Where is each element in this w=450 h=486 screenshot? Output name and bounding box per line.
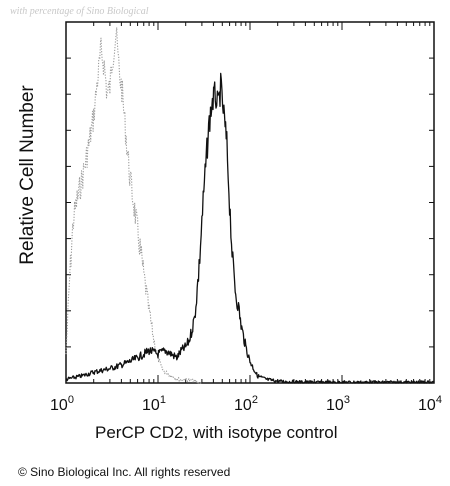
percp-cd2-histogram — [65, 72, 435, 384]
isotype-control-histogram — [65, 26, 203, 384]
watermark-text: with percentage of Sino Biological — [10, 6, 149, 17]
plot-frame — [65, 21, 435, 384]
x-tick-label: 101 — [142, 394, 166, 414]
copyright-text: © Sino Biological Inc. All rights reserv… — [18, 465, 231, 479]
x-axis-label: PerCP CD2, with isotype control — [95, 423, 338, 442]
x-tick-label: 102 — [234, 394, 258, 414]
x-tick-label: 103 — [326, 394, 350, 414]
x-tick-label: 100 — [50, 394, 74, 414]
x-tick-label: 104 — [418, 394, 442, 414]
